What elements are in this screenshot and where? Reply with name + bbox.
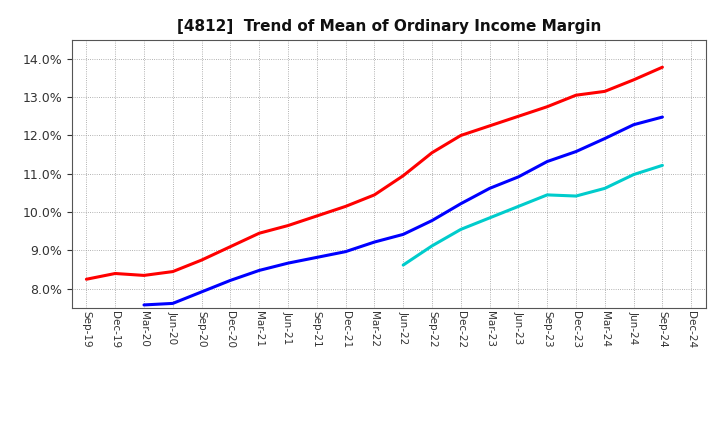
7 Years xyxy=(629,172,638,177)
3 Years xyxy=(111,271,120,276)
3 Years xyxy=(312,213,321,219)
7 Years xyxy=(456,227,465,232)
5 Years xyxy=(600,136,609,141)
5 Years xyxy=(629,122,638,127)
5 Years xyxy=(312,255,321,260)
3 Years xyxy=(140,273,148,278)
3 Years xyxy=(226,244,235,249)
5 Years xyxy=(341,249,350,254)
3 Years xyxy=(370,192,379,198)
Title: [4812]  Trend of Mean of Ordinary Income Margin: [4812] Trend of Mean of Ordinary Income … xyxy=(176,19,601,34)
7 Years xyxy=(572,194,580,199)
3 Years xyxy=(82,277,91,282)
7 Years xyxy=(428,243,436,249)
7 Years xyxy=(514,204,523,209)
5 Years xyxy=(140,302,148,308)
Line: 5 Years: 5 Years xyxy=(144,117,662,305)
3 Years xyxy=(629,77,638,82)
5 Years xyxy=(658,114,667,120)
3 Years xyxy=(485,123,494,128)
5 Years xyxy=(485,186,494,191)
7 Years xyxy=(485,215,494,220)
3 Years xyxy=(197,257,206,263)
3 Years xyxy=(284,223,292,228)
5 Years xyxy=(456,201,465,206)
3 Years xyxy=(428,150,436,155)
5 Years xyxy=(572,149,580,154)
3 Years xyxy=(572,92,580,98)
Line: 3 Years: 3 Years xyxy=(86,67,662,279)
7 Years xyxy=(658,163,667,168)
7 Years xyxy=(543,192,552,198)
5 Years xyxy=(514,174,523,180)
5 Years xyxy=(255,268,264,273)
5 Years xyxy=(284,260,292,266)
5 Years xyxy=(197,289,206,294)
5 Years xyxy=(428,218,436,223)
3 Years xyxy=(543,104,552,109)
3 Years xyxy=(341,204,350,209)
3 Years xyxy=(456,133,465,138)
7 Years xyxy=(399,262,408,268)
5 Years xyxy=(399,232,408,237)
3 Years xyxy=(514,114,523,119)
5 Years xyxy=(370,239,379,245)
3 Years xyxy=(255,231,264,236)
Line: 7 Years: 7 Years xyxy=(403,165,662,265)
3 Years xyxy=(658,65,667,70)
7 Years xyxy=(600,186,609,191)
3 Years xyxy=(600,89,609,94)
5 Years xyxy=(543,159,552,164)
3 Years xyxy=(168,269,177,274)
5 Years xyxy=(168,301,177,306)
3 Years xyxy=(399,173,408,178)
5 Years xyxy=(226,278,235,283)
